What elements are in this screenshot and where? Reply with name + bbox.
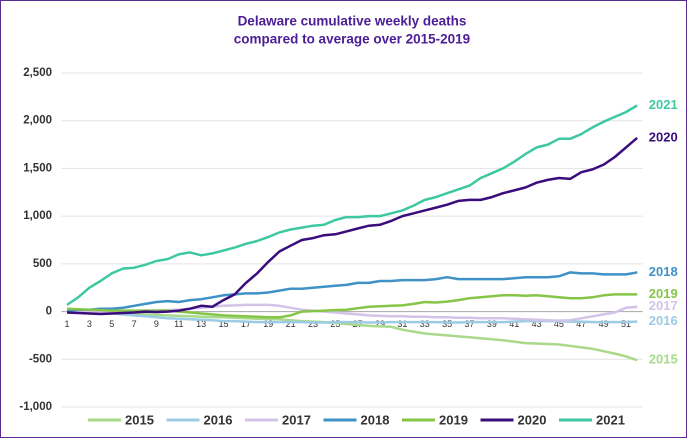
series-end-label: 2017: [649, 298, 678, 313]
chart-title: Delaware cumulative weekly deaths: [238, 14, 467, 29]
x-tick-label: 17: [241, 319, 251, 329]
x-tick-label: 29: [375, 319, 385, 329]
x-tick-label: 37: [464, 319, 474, 329]
y-tick-label: 500: [33, 258, 52, 270]
legend-label: 2016: [204, 412, 233, 427]
y-tick-label: 0: [46, 306, 52, 318]
legend-label: 2019: [439, 412, 468, 427]
x-tick-label: 49: [599, 319, 609, 329]
y-tick-label: 2,500: [23, 67, 52, 79]
series-end-label: 2015: [649, 352, 678, 367]
x-tick-label: 33: [420, 319, 430, 329]
series-line: [66, 136, 639, 316]
legend-label: 2020: [518, 412, 547, 427]
x-tick-label: 21: [286, 319, 296, 329]
x-tick-label: 39: [487, 319, 497, 329]
x-tick-label: 5: [109, 319, 114, 329]
legend-label: 2021: [596, 412, 625, 427]
x-tick-label: 51: [621, 319, 631, 329]
x-tick-label: 23: [308, 319, 318, 329]
series-end-label: 2019: [649, 286, 678, 301]
x-tick-label: 3: [87, 319, 92, 329]
y-tick-label: 2,000: [23, 115, 52, 127]
legend-label: 2018: [361, 412, 390, 427]
series-line: [66, 271, 638, 312]
x-tick-label: 7: [132, 319, 137, 329]
y-tick-label: 1,500: [23, 162, 52, 174]
x-tick-label: 15: [219, 319, 229, 329]
series-end-label: 2018: [649, 264, 678, 279]
legend-label: 2015: [125, 412, 154, 427]
y-tick-label: -1,000: [19, 401, 52, 413]
x-tick-label: 47: [576, 319, 586, 329]
x-tick-label: 9: [154, 319, 159, 329]
x-tick-label: 19: [263, 319, 273, 329]
y-tick-label: -500: [29, 353, 52, 365]
series-end-label: 2021: [649, 97, 678, 112]
legend-label: 2017: [282, 412, 311, 427]
series-line: [66, 308, 638, 362]
x-tick-label: 43: [532, 319, 542, 329]
x-tick-label: 31: [397, 319, 407, 329]
series-end-label: 2016: [649, 313, 678, 328]
chart-title: compared to average over 2015-2019: [234, 32, 470, 47]
x-tick-label: 13: [196, 319, 206, 329]
x-tick-label: 45: [554, 319, 564, 329]
series-line: [66, 104, 638, 306]
x-tick-label: 11: [174, 319, 183, 329]
x-tick-label: 1: [64, 319, 69, 329]
series-end-label: 2020: [649, 129, 678, 144]
x-tick-label: 35: [442, 319, 452, 329]
x-tick-label: 41: [509, 319, 519, 329]
y-tick-label: 1,000: [23, 210, 52, 222]
